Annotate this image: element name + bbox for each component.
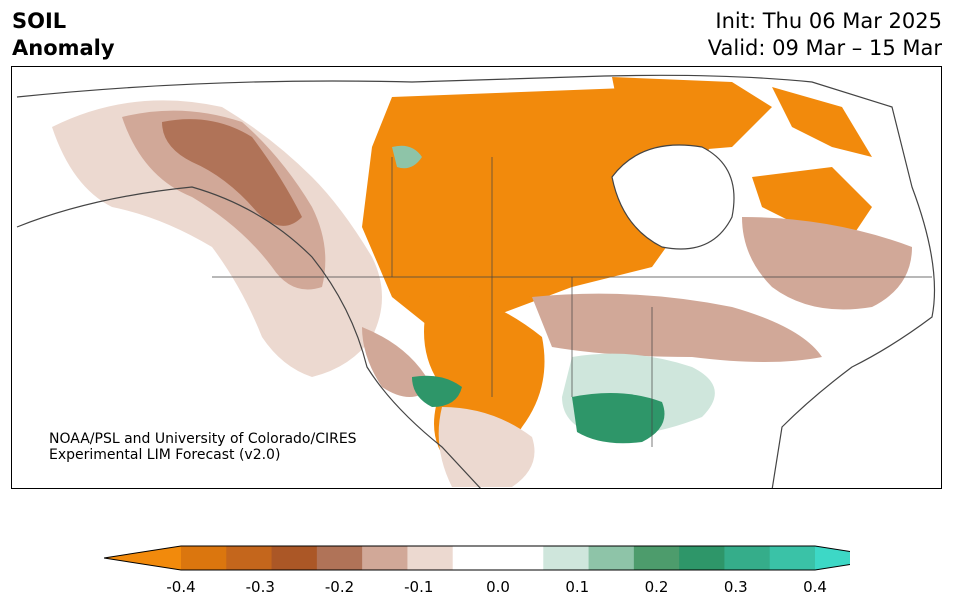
coastline <box>16 74 936 488</box>
credit-line-2: Experimental LIM Forecast (v2.0) <box>49 447 281 463</box>
colorbar-tick-label: -0.3 <box>245 578 275 596</box>
colorbar-tick-label: 0.1 <box>565 578 590 596</box>
colorbar-extend-low <box>104 546 181 570</box>
colorbar-tick-label: -0.1 <box>404 578 434 596</box>
colorbar-bin <box>543 546 590 570</box>
map-title: SOIL Anomaly <box>12 8 115 62</box>
wet-anomaly-fill <box>392 145 715 444</box>
colorbar-tick-label: 0.0 <box>486 578 510 596</box>
map-panel <box>11 66 942 489</box>
colorbar-bin <box>407 546 454 570</box>
colorbar-outline <box>104 545 850 571</box>
colorbar-bin <box>633 546 680 570</box>
colorbar-tick-label: 0.2 <box>644 578 669 596</box>
hudson-bay <box>611 144 735 250</box>
title-line-1: SOIL <box>12 9 67 33</box>
colorbar-tick-label: -0.4 <box>166 578 196 596</box>
west-coastline <box>16 186 481 488</box>
anomaly-map <box>16 74 936 488</box>
init-date: Init: Thu 06 Mar 2025 <box>715 9 942 33</box>
valid-range: Valid: 09 Mar – 15 Mar <box>707 36 942 60</box>
credit-line-1: NOAA/PSL and University of Colorado/CIRE… <box>49 431 357 447</box>
colorbar-bin <box>588 546 635 570</box>
political-borders <box>212 157 932 447</box>
colorbar <box>104 545 850 571</box>
colorbar-bin <box>362 546 408 570</box>
credit-text: NOAA/PSL and University of Colorado/CIRE… <box>49 431 357 463</box>
colorbar-tick-label: 0.3 <box>723 578 748 596</box>
colorbar-bin <box>724 546 771 570</box>
colorbar-tick-label: 0.4 <box>803 578 827 596</box>
colorbar-bin <box>226 546 273 570</box>
forecast-dates: Init: Thu 06 Mar 2025 Valid: 09 Mar – 15… <box>708 8 942 62</box>
colorbar-extend-high <box>815 546 850 570</box>
colorbar-tick-label: -0.2 <box>324 578 355 596</box>
colorbar-bin <box>679 546 725 570</box>
colorbar-bin <box>769 546 816 570</box>
colorbar-bin <box>181 546 227 570</box>
title-line-2: Anomaly <box>12 36 115 60</box>
colorbar-bin <box>271 546 318 570</box>
colorbar-bin <box>452 546 499 570</box>
dry-anomaly-fill <box>52 77 912 487</box>
colorbar-bin <box>316 546 363 570</box>
colorbar-bin <box>498 546 544 570</box>
